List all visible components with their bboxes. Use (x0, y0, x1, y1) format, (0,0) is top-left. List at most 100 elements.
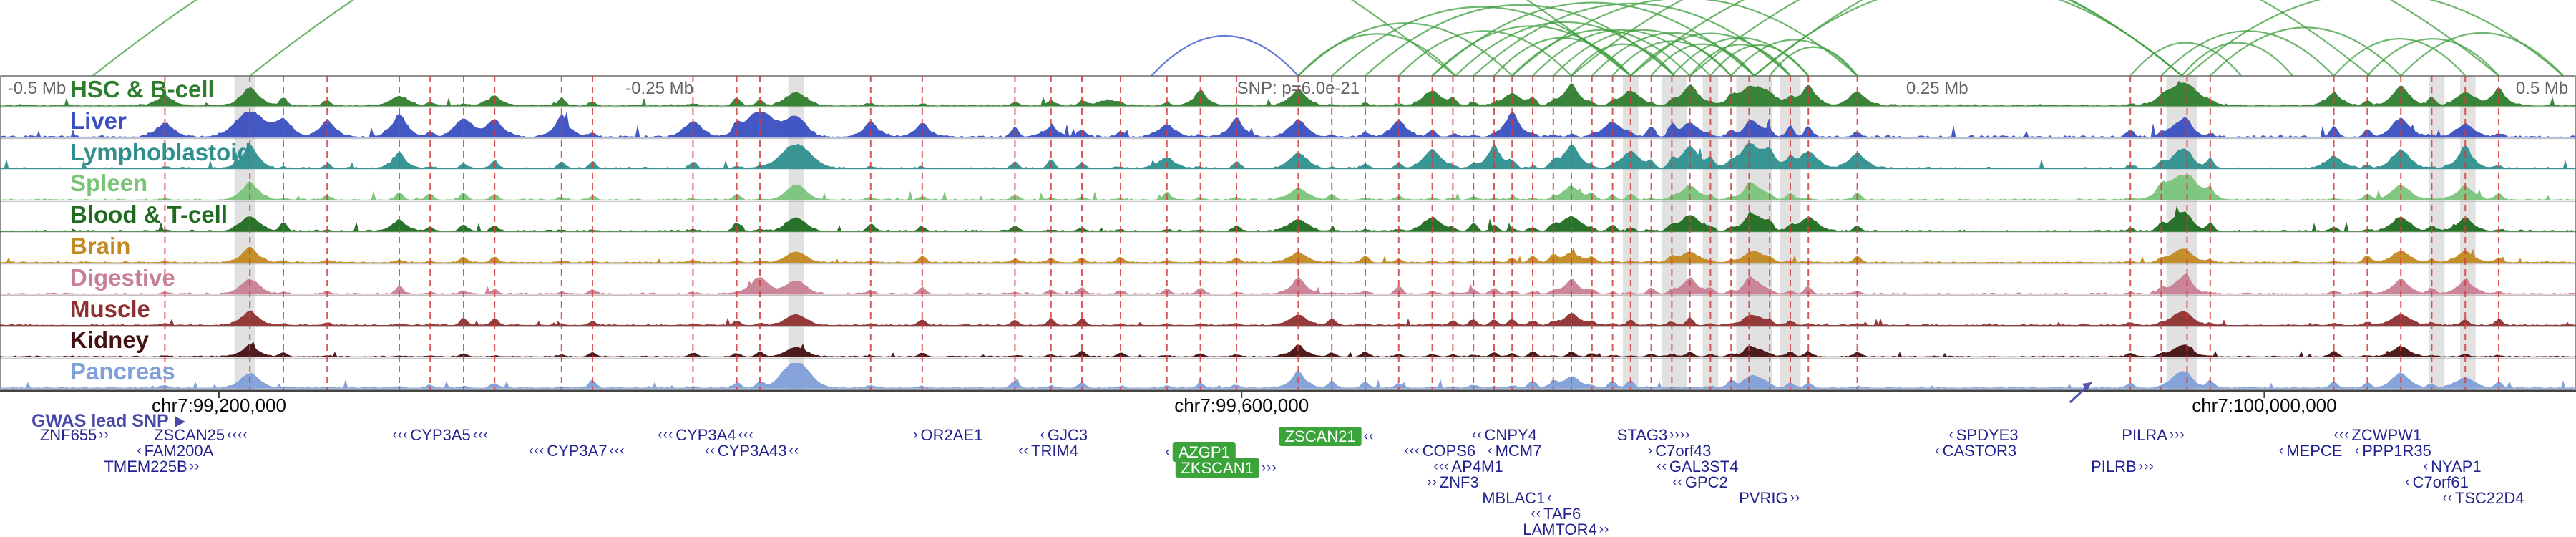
gene-strand-arrows-icon: ››› (2138, 459, 2155, 475)
interaction-arc (1709, 44, 1810, 77)
interaction-arc (1398, 30, 1572, 77)
gene-gjc3: ‹ GJC3 (1040, 427, 1088, 443)
track-label-8: Kidney (70, 326, 150, 354)
gene-fam200a: ‹ FAM200A (137, 442, 213, 459)
gene-stag3: STAG3 ›››› (1617, 427, 1691, 443)
gene-strand-arrows-icon: ‹‹‹ (2333, 427, 2350, 443)
interaction-arc (1650, 43, 1755, 77)
gene-label: TAF6 (1543, 505, 1581, 523)
gene-label: STAG3 (1616, 426, 1668, 444)
gene-strand-arrows-icon: ‹ (1488, 443, 1493, 459)
gene-mcm7: ‹ MCM7 (1488, 442, 1541, 459)
gene-strand-arrows-icon: ‹ (2354, 443, 2361, 459)
gene-label: C7orf43 (1655, 442, 1712, 460)
gene-label: ZSCAN25 (154, 426, 225, 444)
track-label-0: HSC & B-cell (70, 76, 215, 102)
gene-castor3: ‹ CASTOR3 (1935, 442, 2016, 459)
track-label-7: Muscle (70, 295, 150, 322)
interaction-arc (92, 0, 1456, 77)
gene-strand-arrows-icon: ›› (189, 459, 200, 475)
gene-strand-arrows-icon: ‹‹ (1672, 475, 1683, 490)
interaction-arc (2181, 42, 2293, 77)
interaction-arc (1753, 0, 2182, 77)
gene-label: ZCWPW1 (2351, 426, 2422, 444)
gene-label: TSC22D4 (2454, 489, 2524, 507)
gwas-lead-snp-label: GWAS lead SNP (31, 411, 169, 431)
interaction-arc (1689, 44, 1791, 77)
signal-track-4 (0, 205, 2576, 232)
interaction-arc (1769, 46, 1858, 77)
interaction-arc (1730, 39, 1858, 77)
gene-pilrb: PILRB ››› (2091, 458, 2155, 475)
gene-zscan21: ZSCAN21 ‹‹ (1279, 427, 1375, 447)
gene-trim4: ‹‹ TRIM4 (1018, 442, 1078, 459)
signal-track-0 (0, 80, 2576, 107)
interaction-arc (1511, 0, 1858, 77)
gene-or2ae1: › OR2AE1 (913, 427, 982, 443)
gene-cops6: ‹‹‹ COPS6 (1405, 442, 1476, 459)
gene-pilra: PILRA ››› (2122, 427, 2185, 443)
gene-strand-arrows-icon: ‹‹ (1363, 429, 1375, 445)
signal-track-3 (0, 175, 2576, 200)
gene-label: LAMTOR4 (1523, 521, 1597, 537)
interaction-arc (1629, 32, 1791, 77)
gene-strand-arrows-icon: ››› (1261, 460, 1277, 476)
gene-strand-arrows-icon: ‹‹‹ (658, 427, 674, 443)
gene-znf655: ZNF655 ›› (40, 427, 109, 443)
signal-track-1 (0, 112, 2576, 138)
interaction-arc (1553, 29, 1732, 77)
gene-strand-arrows-icon: ‹‹ (1471, 427, 1483, 443)
gene-label: GPC2 (1684, 473, 1728, 491)
gene-label: CYP3A43 (717, 442, 787, 460)
interaction-arc (1455, 21, 1675, 77)
gene-strand-arrows-icon: ‹‹‹ (472, 427, 489, 443)
gene-strand-arrows-icon: ‹‹ (1657, 459, 1667, 475)
scale-label: 0.5 Mb (2515, 79, 2569, 98)
gene-strand-arrows-icon: ‹ (1547, 490, 1553, 506)
lead-snp-arrow-icon (174, 415, 185, 427)
interaction-arc (2129, 42, 2242, 77)
axis-coordinate-label: chr7:99,600,000 (1174, 395, 1309, 416)
gene-strand-arrows-icon: ‹‹ (2442, 490, 2453, 506)
gene-strand-arrows-icon: ‹‹‹ (1433, 459, 1450, 475)
interaction-arc (1591, 32, 1755, 77)
gene-strand-arrows-icon: ‹ (2278, 443, 2285, 459)
gene-strand-arrows-icon: ‹‹‹ (529, 443, 545, 459)
gene-label: GAL3ST4 (1669, 458, 1739, 475)
gene-strand-arrows-icon: › (913, 427, 919, 443)
gene-taf6: ‹‹ TAF6 (1531, 505, 1581, 522)
axis-coordinate-label: chr7:100,000,000 (2192, 395, 2337, 416)
scale-label: SNP: p=6.0e-21 (1236, 79, 1360, 98)
signal-track-7 (0, 310, 2576, 326)
interaction-arc (249, 0, 1631, 77)
gene-strand-arrows-icon: ‹‹ (1018, 443, 1030, 459)
track-label-2: Lymphoblastoid (70, 138, 252, 165)
gene-label: CASTOR3 (1942, 442, 2017, 460)
interaction-arc (1630, 0, 2182, 77)
gene-ap4m1: ‹‹‹ AP4M1 (1433, 458, 1503, 475)
gene-spdye3: ‹ SPDYE3 (1948, 427, 2018, 443)
interaction-arc (2210, 26, 2401, 77)
gene-zscan25: ZSCAN25 ‹‹‹‹ (154, 427, 248, 443)
gene-cyp3a43: ‹‹ CYP3A43 ‹‹ (705, 442, 799, 459)
gene-cnpy4: ‹‹ CNPY4 (1472, 427, 1537, 443)
gene-label: NYAP1 (2431, 458, 2482, 475)
scale-label: -0.25 Mb (625, 79, 693, 98)
gene-strand-arrows-icon: ‹‹ (705, 443, 716, 459)
signal-track-6 (0, 274, 2576, 295)
interaction-arc (1689, 0, 2371, 77)
gene-label: CYP3A7 (547, 442, 608, 460)
gene-cyp3a5: ‹‹‹ CYP3A5 ‹‹‹ (392, 427, 488, 443)
gene-c7orf43: › C7orf43 (1648, 442, 1712, 459)
gene-strand-arrows-icon: ›› (99, 427, 109, 443)
gene-strand-arrows-icon: ›› (1599, 522, 1610, 537)
gene-label: ZNF3 (1439, 473, 1479, 491)
track-label-1: Liver (70, 107, 127, 134)
gene-znf3: ›› ZNF3 (1427, 474, 1479, 490)
gwas-lead-snp-caption: GWAS lead SNP (31, 411, 185, 432)
gene-label: ZKSCAN1 (1175, 458, 1259, 478)
gene-strand-arrows-icon: › (1647, 443, 1654, 459)
interaction-arc (1511, 29, 1691, 77)
gene-label: CYP3A4 (675, 426, 736, 444)
